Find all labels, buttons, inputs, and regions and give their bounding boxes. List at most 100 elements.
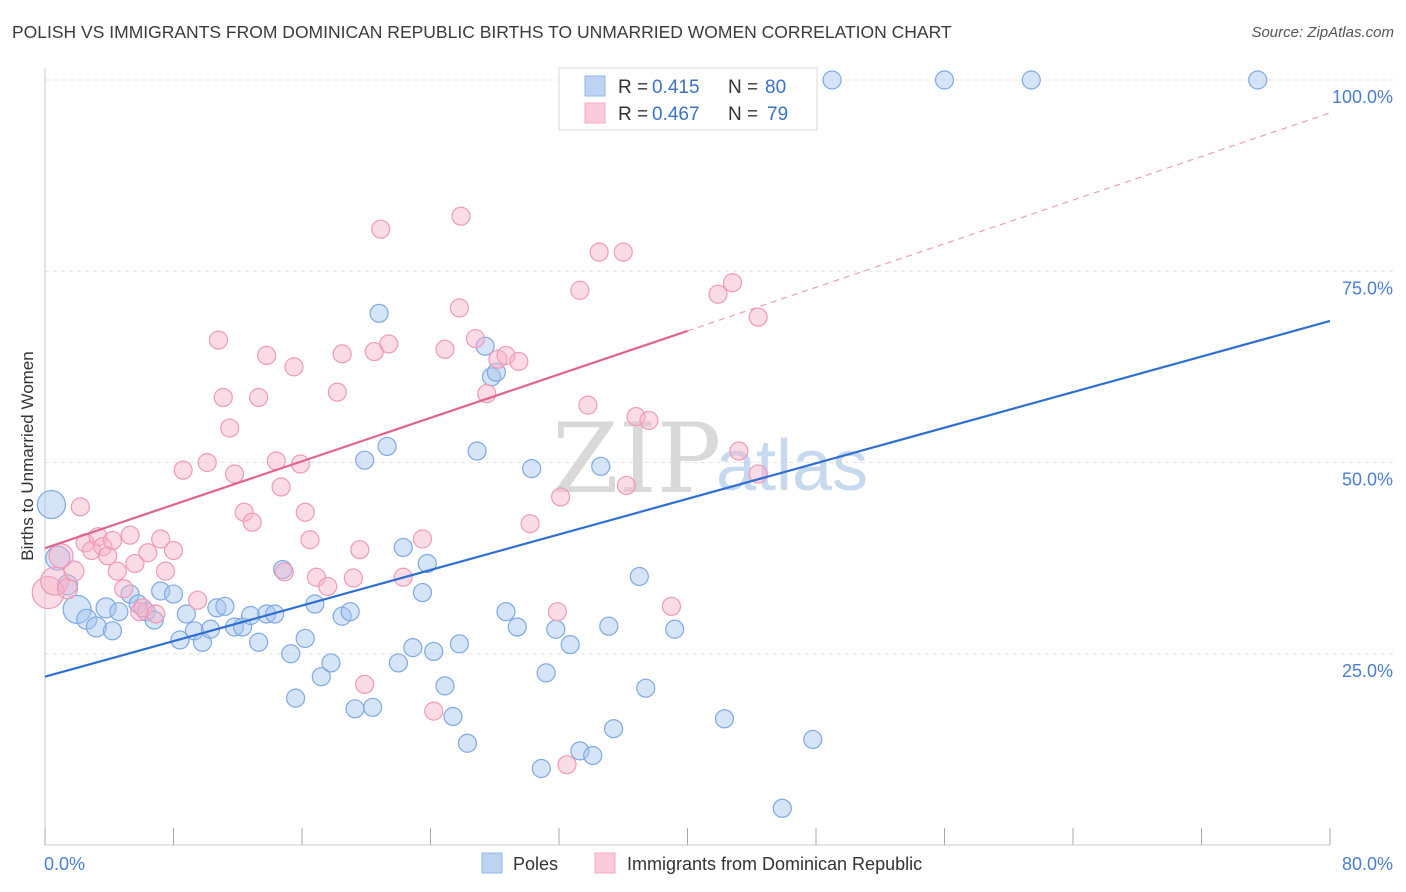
bottom-legend-label-dominican: Immigrants from Dominican Republic [627, 854, 922, 874]
dominican-point-71 [639, 410, 659, 431]
poles-point-41 [377, 436, 397, 457]
poles-point-8 [109, 602, 129, 622]
dominican-point-45 [343, 568, 363, 588]
poles-point-65 [591, 456, 611, 476]
poles-point-69 [636, 678, 656, 698]
dominican-point-9 [93, 537, 113, 557]
dominican-point-40 [300, 530, 320, 550]
poles-point-58 [522, 459, 542, 479]
dominican-point-70 [626, 407, 646, 427]
dominican-point-37 [284, 357, 304, 377]
poles-point-74 [822, 70, 842, 90]
trend-lines [44, 112, 1331, 678]
y-tick-label-3: 100.0% [1332, 87, 1393, 107]
dominican-point-69 [616, 475, 637, 496]
x-tick-label-1: 80.0% [1342, 854, 1393, 874]
poles-point-64 [583, 745, 603, 766]
legend-n-value-2: 79 [767, 104, 788, 125]
dominican-point-29 [224, 464, 245, 484]
dominican-point-24 [187, 590, 208, 610]
legend-n-value-1: 80 [765, 77, 786, 98]
dominican-point-43 [327, 382, 347, 402]
bottom-legend-label-poles: Poles [513, 854, 558, 874]
dominican-point-44 [332, 344, 352, 364]
poles-point-71 [714, 709, 735, 729]
dominican-point-32 [249, 387, 269, 408]
poles-point-7 [102, 621, 123, 641]
y-axis-title: Births to Unmarried Women [18, 351, 37, 560]
source-label: Source: ZipAtlas.com [1251, 24, 1394, 41]
dominican-point-65 [570, 280, 590, 300]
y-tick-label-0: 25.0% [1342, 661, 1393, 681]
dominican-point-73 [708, 284, 728, 304]
dominican-point-75 [729, 441, 749, 461]
poles-point-5 [85, 616, 108, 638]
dominican-point-31 [242, 512, 262, 532]
poles-point-36 [340, 602, 360, 622]
poles-point-63 [570, 741, 590, 761]
dominican-point-47 [355, 674, 375, 694]
series-poles-points [36, 70, 1268, 818]
grid-lines [45, 79, 1395, 655]
legend-swatch-dominican [584, 102, 606, 124]
poles-point-61 [546, 619, 566, 639]
poles-point-57 [507, 617, 527, 637]
poles-point-9 [120, 584, 140, 604]
dominican-point-54 [435, 339, 455, 359]
poles-point-42 [388, 653, 408, 673]
dominican-point-36 [274, 562, 294, 582]
dominican-point-67 [589, 242, 609, 262]
dominican-point-10 [98, 546, 118, 566]
poles-point-6 [95, 597, 117, 619]
dominican-point-19 [146, 604, 166, 624]
poles-point-45 [412, 582, 433, 603]
dominican-point-13 [114, 579, 134, 599]
series-dominican-points [31, 206, 768, 775]
dominican-point-61 [509, 351, 529, 372]
dominican-point-21 [155, 561, 176, 581]
dominican-point-35 [271, 477, 291, 497]
poles-point-62 [560, 634, 580, 655]
tick-labels: 25.0% 50.0% 75.0% 100.0% 0.0% 80.0% [44, 87, 1393, 874]
poles-point-37 [345, 699, 365, 719]
dominican-point-27 [213, 387, 233, 408]
legend-r-value-2: 0.467 [652, 104, 700, 125]
dominican-point-66 [578, 395, 598, 415]
poles-point-60 [536, 663, 556, 683]
poles-point-38 [355, 450, 375, 470]
dominican-point-49 [371, 219, 391, 239]
dominican-point-26 [208, 330, 229, 350]
poles-point-34 [321, 653, 341, 673]
poles-point-77 [1248, 70, 1268, 90]
dominican-point-22 [163, 540, 184, 561]
poles-point-14 [163, 584, 184, 604]
dominican-point-74 [722, 273, 743, 293]
poles-point-31 [295, 628, 315, 649]
dominican-point-46 [350, 540, 370, 560]
bottom-legend: Poles Immigrants from Dominican Republic [481, 852, 922, 874]
poles-point-59 [531, 758, 551, 779]
poles-point-73 [803, 729, 823, 750]
legend-r-value-1: 0.415 [652, 77, 700, 98]
dominican-point-72 [661, 596, 682, 616]
legend-n-label-1: N = [728, 77, 758, 98]
poles-point-50 [449, 634, 470, 654]
dominican-point-20 [151, 529, 171, 549]
legend-r-label-2: R = [618, 104, 648, 125]
dominican-point-55 [449, 298, 470, 318]
dominican-point-4 [63, 560, 85, 582]
poles-point-68 [629, 566, 649, 587]
dominican-point-56 [451, 206, 471, 226]
axes [44, 68, 1331, 846]
dominican-point-50 [379, 334, 399, 354]
poles-point-70 [665, 619, 685, 639]
poles-point-30 [285, 688, 306, 708]
poles-point-16 [176, 604, 196, 624]
poles-point-39 [363, 697, 383, 717]
dominican-point-3 [56, 578, 79, 600]
dominican-point-39 [295, 502, 315, 522]
y-tick-label-1: 50.0% [1342, 470, 1393, 490]
dominican-point-12 [107, 561, 127, 581]
dominican-point-1 [40, 566, 70, 596]
poles-point-72 [772, 798, 792, 818]
